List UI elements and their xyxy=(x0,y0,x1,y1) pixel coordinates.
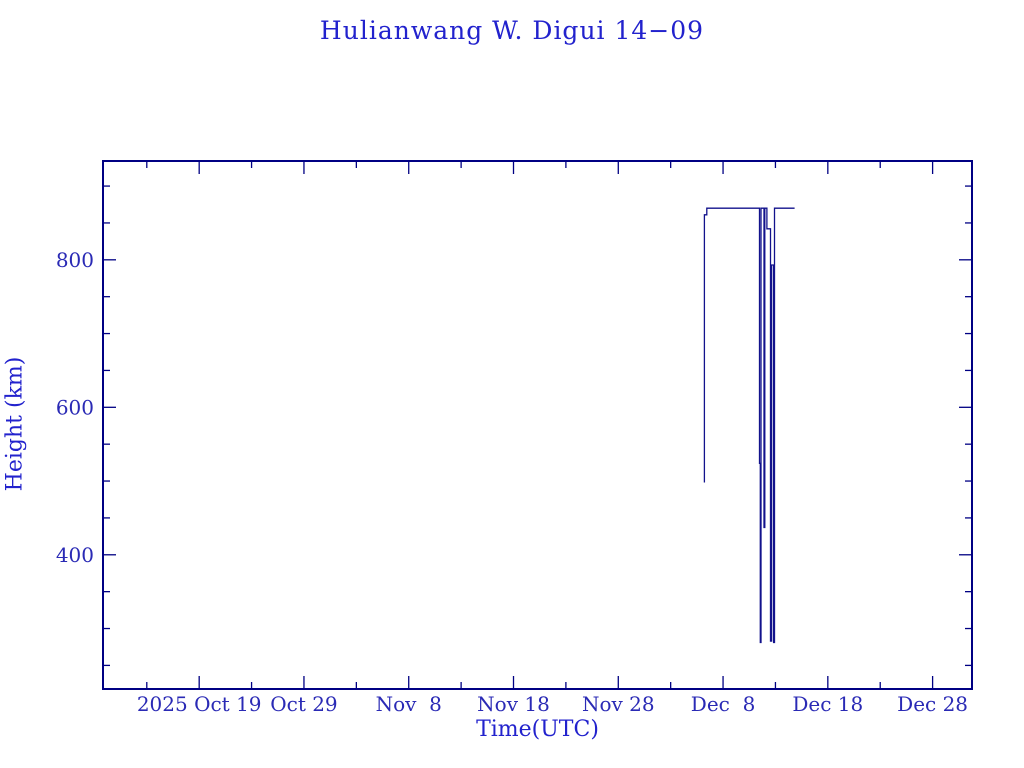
plot-border xyxy=(102,160,973,690)
x-axis-tick-label: Dec 8 xyxy=(691,692,756,716)
x-axis-tick-label: 2025 Oct 19 xyxy=(137,692,262,716)
y-axis-title: Height (km) xyxy=(2,356,28,492)
x-axis-tick-label: Oct 29 xyxy=(270,692,337,716)
x-axis-title: Time(UTC) xyxy=(476,717,599,742)
y-axis-tick-label: 600 xyxy=(56,395,94,419)
x-axis-tick-label: Dec 28 xyxy=(897,692,968,716)
y-axis-tick-label: 800 xyxy=(56,248,94,272)
x-axis-tick-label: Nov 8 xyxy=(376,692,442,716)
data-line-satellite-height xyxy=(703,207,795,644)
y-axis-tick-label: 400 xyxy=(56,543,94,567)
x-axis-tick-label: Nov 18 xyxy=(477,692,550,716)
chart-title: Hulianwang W. Digui 14−09 xyxy=(319,16,705,45)
x-axis-tick-label: Nov 28 xyxy=(582,692,655,716)
x-axis-tick-label: Dec 18 xyxy=(792,692,863,716)
